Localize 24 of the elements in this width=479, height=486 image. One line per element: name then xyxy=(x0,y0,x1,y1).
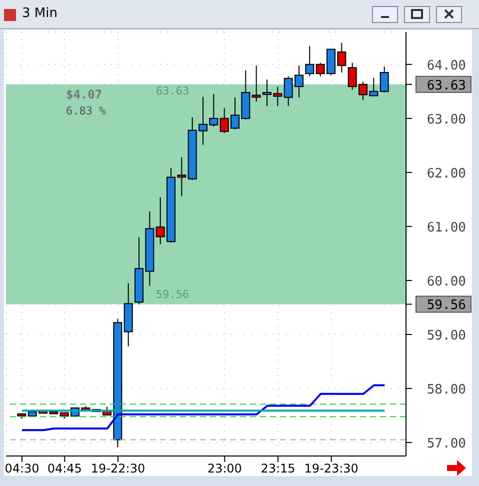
x-tick-label: 19-22:30 xyxy=(90,462,146,476)
chart-title: 3 Min xyxy=(22,6,58,21)
candlestick xyxy=(380,66,389,93)
y-tick-label: 64.00 xyxy=(426,58,466,74)
annotation: 63.63 xyxy=(156,84,190,98)
y-tick-label: 57.00 xyxy=(426,436,466,452)
y-tick-label: 62.00 xyxy=(426,166,466,182)
candlestick xyxy=(305,46,314,77)
y-tick-label: 60.00 xyxy=(426,274,466,290)
x-tick-label: 23:15 xyxy=(260,462,296,476)
y-tick-label: 59.56 xyxy=(426,298,466,314)
annotation: 6.83 % xyxy=(66,104,106,118)
x-tick-label: 23:00 xyxy=(207,462,242,476)
y-tick-label: 63.63 xyxy=(426,78,466,94)
line-series xyxy=(21,384,386,432)
y-tick-label: 58.00 xyxy=(426,382,466,398)
x-tick-label: 04:30 xyxy=(4,462,40,476)
y-tick-label: 59.00 xyxy=(426,328,466,344)
annotation: $4.07 xyxy=(66,87,102,102)
annotation: 59.56 xyxy=(156,288,190,302)
x-tick-label: 19-23:30 xyxy=(304,462,358,476)
y-tick-label: 63.00 xyxy=(426,112,466,128)
x-tick-label: 04:45 xyxy=(47,462,82,476)
y-tick-label: 61.00 xyxy=(426,220,466,236)
